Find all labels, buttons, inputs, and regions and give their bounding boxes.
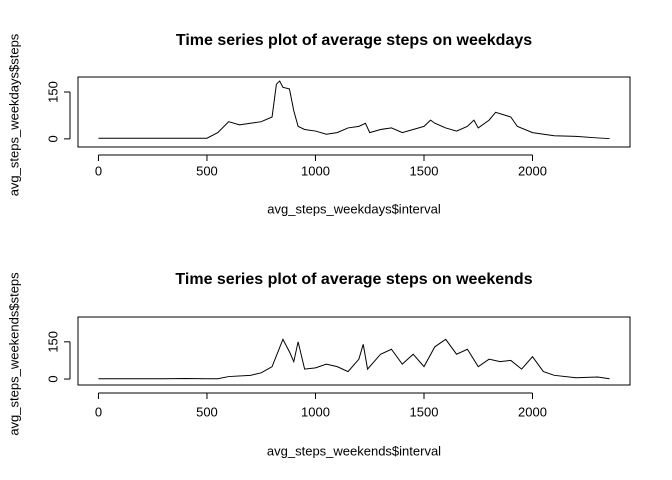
y-axis-label: avg_steps_weekdays$steps: [6, 33, 21, 196]
line-series: [98, 338, 610, 380]
y-tick-label: 0: [45, 135, 60, 142]
x-axis-label: avg_steps_weekends$interval: [267, 443, 441, 458]
x-tick-label: 0: [95, 404, 102, 419]
x-tick-label: 1500: [410, 404, 439, 419]
chart-title: Time series plot of average steps on wee…: [175, 271, 532, 288]
line-series: [98, 80, 610, 140]
x-tick-label: 1500: [410, 163, 439, 178]
x-tick-label: 1000: [301, 163, 330, 178]
y-axis-label: avg_steps_weekends$steps: [6, 272, 21, 436]
y-tick-label: 150: [45, 81, 60, 103]
x-tick-label: 500: [196, 404, 218, 419]
x-tick-label: 2000: [518, 163, 547, 178]
plot-box: [77, 316, 631, 386]
x-tick-label: 500: [196, 163, 218, 178]
x-axis-label: avg_steps_weekdays$interval: [267, 201, 441, 216]
plot-box: [77, 76, 631, 148]
y-tick-label: 150: [45, 331, 60, 353]
x-tick-label: 0: [95, 163, 102, 178]
y-tick-label: 0: [45, 375, 60, 382]
x-tick-label: 2000: [518, 404, 547, 419]
chart-title: Time series plot of average steps on wee…: [176, 32, 532, 49]
x-tick-label: 1000: [301, 404, 330, 419]
